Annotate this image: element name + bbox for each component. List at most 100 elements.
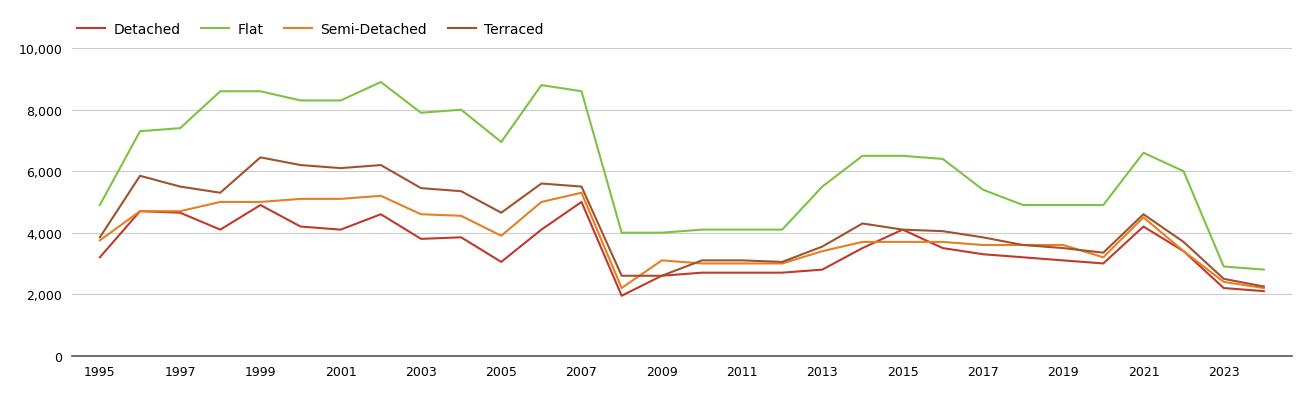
- Flat: [895, 154, 911, 159]
- Semi-Detached: [453, 214, 468, 219]
- Detached: [654, 274, 669, 279]
- Semi-Detached: [292, 197, 308, 202]
- Semi-Detached: [934, 240, 950, 245]
- Terraced: [292, 163, 308, 168]
- Detached: [292, 225, 308, 229]
- Detached: [975, 252, 990, 257]
- Semi-Detached: [574, 191, 590, 196]
- Flat: [373, 80, 389, 85]
- Terraced: [855, 222, 870, 227]
- Flat: [934, 157, 950, 162]
- Flat: [132, 129, 147, 134]
- Detached: [613, 294, 629, 299]
- Semi-Detached: [253, 200, 269, 205]
- Flat: [213, 90, 228, 94]
- Flat: [613, 231, 629, 236]
- Detached: [493, 260, 509, 265]
- Flat: [333, 99, 348, 103]
- Terraced: [774, 260, 790, 265]
- Terraced: [534, 182, 549, 187]
- Terraced: [975, 235, 990, 240]
- Flat: [1135, 151, 1151, 156]
- Terraced: [1255, 284, 1271, 289]
- Detached: [132, 209, 147, 214]
- Flat: [453, 108, 468, 113]
- Flat: [1015, 203, 1031, 208]
- Flat: [1056, 203, 1071, 208]
- Detached: [814, 267, 830, 272]
- Detached: [213, 227, 228, 232]
- Semi-Detached: [774, 261, 790, 266]
- Terraced: [1056, 246, 1071, 251]
- Terraced: [1176, 240, 1191, 245]
- Terraced: [574, 185, 590, 190]
- Terraced: [1015, 243, 1031, 248]
- Line: Semi-Detached: Semi-Detached: [100, 193, 1263, 288]
- Flat: [814, 185, 830, 190]
- Flat: [493, 140, 509, 145]
- Detached: [1056, 258, 1071, 263]
- Semi-Detached: [975, 243, 990, 248]
- Detached: [934, 246, 950, 251]
- Semi-Detached: [814, 249, 830, 254]
- Semi-Detached: [613, 286, 629, 291]
- Semi-Detached: [132, 209, 147, 214]
- Semi-Detached: [1176, 249, 1191, 254]
- Detached: [1135, 225, 1151, 229]
- Semi-Detached: [93, 238, 108, 243]
- Detached: [694, 271, 710, 276]
- Flat: [253, 90, 269, 94]
- Semi-Detached: [1255, 286, 1271, 291]
- Detached: [1095, 261, 1111, 266]
- Flat: [1095, 203, 1111, 208]
- Semi-Detached: [1015, 243, 1031, 248]
- Detached: [172, 211, 188, 216]
- Flat: [292, 99, 308, 103]
- Line: Flat: Flat: [100, 83, 1263, 270]
- Semi-Detached: [1135, 215, 1151, 220]
- Semi-Detached: [1056, 243, 1071, 248]
- Detached: [414, 237, 429, 242]
- Terraced: [654, 274, 669, 279]
- Flat: [1216, 265, 1232, 270]
- Detached: [333, 227, 348, 232]
- Terraced: [1135, 212, 1151, 217]
- Detached: [1255, 289, 1271, 294]
- Terraced: [132, 174, 147, 179]
- Flat: [574, 90, 590, 94]
- Semi-Detached: [333, 197, 348, 202]
- Terraced: [333, 166, 348, 171]
- Terraced: [694, 258, 710, 263]
- Flat: [774, 227, 790, 232]
- Semi-Detached: [895, 240, 911, 245]
- Semi-Detached: [855, 240, 870, 245]
- Terraced: [172, 185, 188, 190]
- Semi-Detached: [414, 212, 429, 217]
- Detached: [574, 200, 590, 205]
- Detached: [735, 271, 750, 276]
- Terraced: [453, 189, 468, 194]
- Terraced: [213, 191, 228, 196]
- Flat: [534, 83, 549, 88]
- Detached: [453, 235, 468, 240]
- Flat: [414, 111, 429, 116]
- Flat: [93, 203, 108, 208]
- Terraced: [895, 227, 911, 232]
- Terraced: [1216, 276, 1232, 281]
- Flat: [172, 126, 188, 131]
- Terraced: [613, 274, 629, 279]
- Detached: [373, 212, 389, 217]
- Semi-Detached: [1095, 255, 1111, 260]
- Detached: [93, 255, 108, 260]
- Flat: [975, 188, 990, 193]
- Detached: [1216, 286, 1232, 291]
- Semi-Detached: [172, 209, 188, 214]
- Semi-Detached: [694, 261, 710, 266]
- Terraced: [93, 235, 108, 240]
- Semi-Detached: [373, 194, 389, 199]
- Detached: [534, 227, 549, 232]
- Terraced: [934, 229, 950, 234]
- Terraced: [735, 258, 750, 263]
- Detached: [1015, 255, 1031, 260]
- Terraced: [493, 211, 509, 216]
